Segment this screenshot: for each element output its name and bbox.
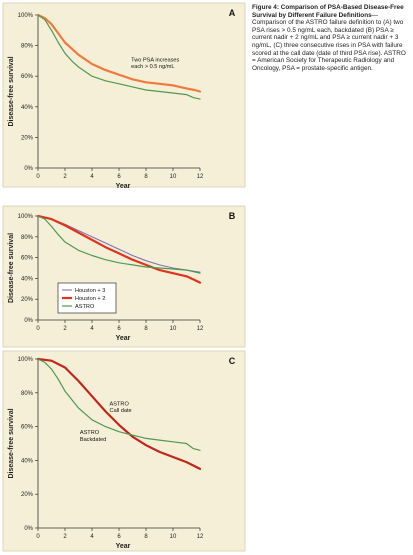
series-line-2 [36,214,202,284]
legend-entry: Houston + 2 [75,296,105,302]
y-tick-label: 0% [24,526,33,532]
x-tick-label: 2 [63,174,67,180]
x-tick-label: 4 [90,174,94,180]
annotation: Call date [110,408,132,414]
x-tick-label: 8 [144,534,148,540]
y-tick-label: 60% [21,425,34,431]
x-tick-label: 4 [90,534,94,540]
legend-entry: ASTRO [75,304,95,310]
x-tick-label: 2 [63,326,67,332]
series-line-2 [37,14,201,100]
x-tick-label: 12 [197,326,204,332]
x-tick-label: 10 [170,534,177,540]
panel-letter: A [229,8,236,18]
y-tick-label: 80% [21,235,34,241]
y-tick-label: 80% [21,44,34,50]
caption-body: —Comparison of the ASTRO failure definit… [252,11,406,72]
y-tick-label: 60% [21,256,34,262]
x-tick-label: 8 [144,326,148,332]
chart-panel-b: 0% 20% 40% 60% 80% 100% 0 2 4 6 8 10 12 Year Disease-f… [2,205,246,348]
chart-panel-a: 0% 20% 40% 60% 80% 100% 0 2 4 6 8 10 12 Year Disease-f… [2,2,246,190]
legend-entry: Houston + 3 [75,288,105,294]
x-axis-label: Year [116,335,131,342]
y-axis-label: Disease-free survival [8,233,15,303]
x-tick-label: 0 [36,174,40,180]
legend: Houston + 3 Houston + 2 ASTRO [57,282,117,314]
panel-background [2,350,246,552]
series-line-1 [36,357,202,470]
annotation: each > 0.5 ng/mL [131,64,174,70]
y-axis-label: Disease-free survival [8,408,15,478]
annotation: ASTRO [80,430,100,436]
y-tick-label: 0% [24,166,33,172]
x-tick-label: 0 [36,326,40,332]
y-tick-label: 40% [21,105,34,111]
x-tick-label: 6 [117,174,121,180]
series-line-1 [36,13,202,93]
y-tick-label: 20% [21,492,34,498]
series-line-2 [37,358,201,451]
x-tick-label: 10 [170,174,177,180]
x-tick-label: 4 [90,326,94,332]
x-tick-label: 6 [117,326,121,332]
x-tick-label: 10 [170,326,177,332]
x-tick-label: 12 [197,174,204,180]
y-tick-label: 100% [18,214,34,220]
y-tick-label: 20% [21,135,34,141]
y-axis-label: Disease-free survival [8,56,15,126]
panel-background [2,2,246,188]
y-tick-label: 100% [18,13,34,19]
y-tick-label: 40% [21,276,34,282]
figure-caption: Figure 4: Comparison of PSA-Based Diseas… [252,4,409,72]
panel-background [2,205,246,348]
series-line-3 [37,215,201,274]
annotation: ASTRO [110,401,130,407]
y-tick-label: 40% [21,458,34,464]
annotation: Backdated [80,437,106,443]
x-tick-label: 0 [36,534,40,540]
y-tick-label: 20% [21,297,34,303]
x-tick-label: 8 [144,174,148,180]
annotation: Two PSA increases [131,58,179,64]
y-tick-label: 0% [24,318,33,324]
x-axis-label: Year [116,183,131,190]
x-tick-label: 12 [197,534,204,540]
x-tick-label: 6 [117,534,121,540]
x-tick-label: 2 [63,534,67,540]
y-tick-label: 100% [18,357,34,363]
x-axis-label: Year [116,543,131,550]
caption-title: Figure 4: Comparison of PSA-Based Diseas… [252,4,404,19]
y-tick-label: 60% [21,74,34,80]
panel-letter: C [229,356,236,366]
panel-letter: B [229,211,236,221]
chart-panel-c: 0% 20% 40% 60% 80% 100% 0 2 4 6 8 10 12 Year Disease-f… [2,350,246,552]
y-tick-label: 80% [21,391,34,397]
